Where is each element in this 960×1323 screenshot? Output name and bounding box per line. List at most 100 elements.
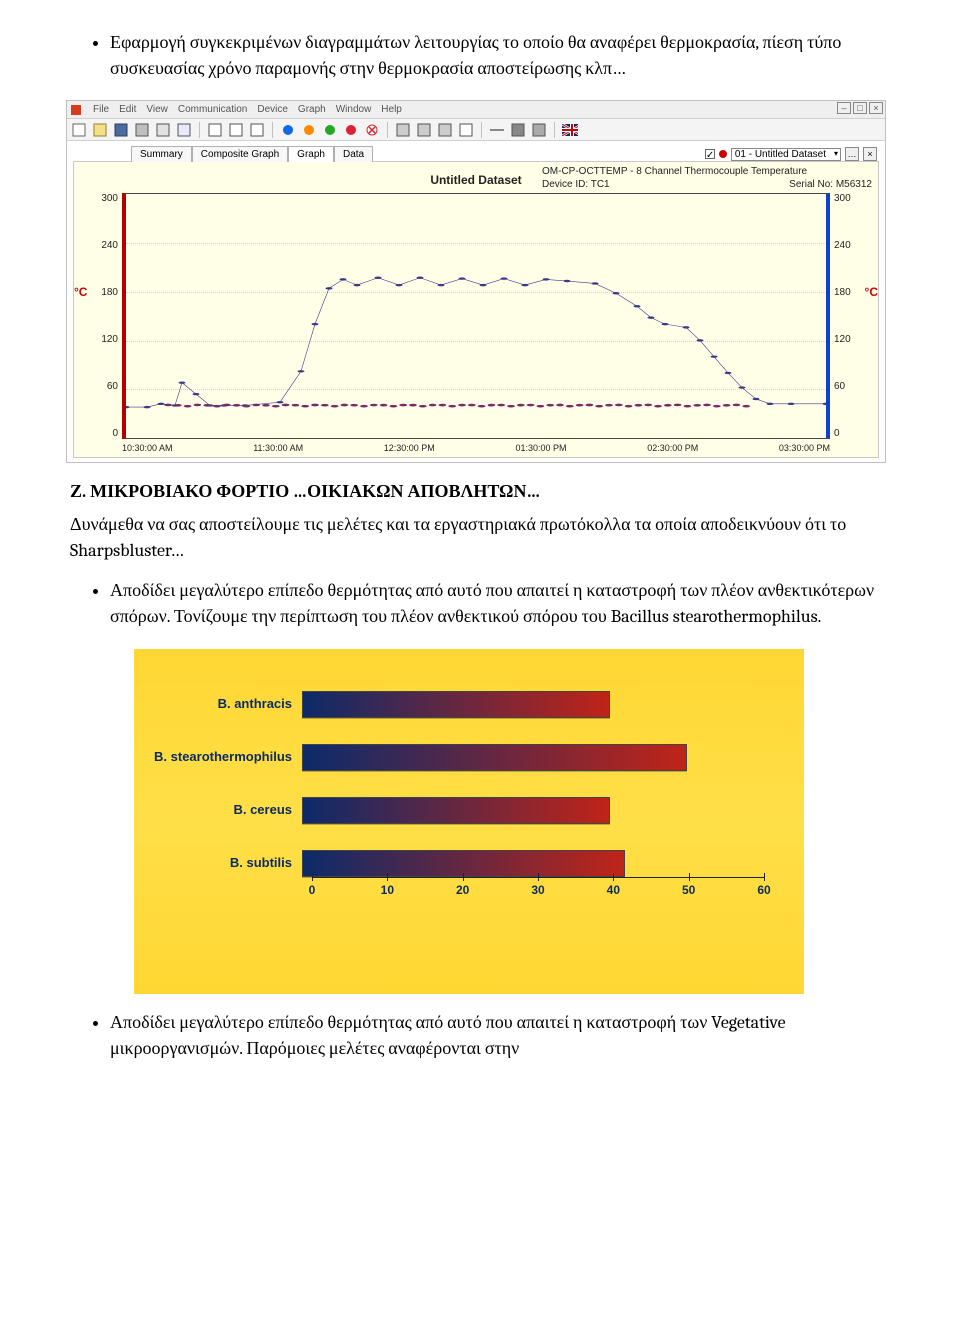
x-tick-label: 10:30:00 AM xyxy=(122,443,173,453)
y-axis-label-left: °C xyxy=(74,285,87,299)
x-tick-label: 40 xyxy=(607,883,620,897)
menu-graph[interactable]: Graph xyxy=(298,104,326,115)
y-tick-label: 240 xyxy=(101,240,118,251)
menu-file[interactable]: File xyxy=(93,104,109,115)
x-tick-label: 12:30:00 PM xyxy=(384,443,435,453)
menubar: File Edit View Communication Device Graph Wind… xyxy=(67,101,885,119)
x-tick-label: 20 xyxy=(456,883,469,897)
dataset-select[interactable]: 01 - Untitled Dataset xyxy=(731,148,841,161)
section-paragraph: Δυνάμεθα να σας αποστείλουμε τις μελέτες… xyxy=(70,512,890,564)
grid3-icon[interactable] xyxy=(437,122,453,138)
main-series-line xyxy=(126,278,826,407)
toolbar-separator xyxy=(554,122,555,138)
bar-row: B. anthracis xyxy=(154,691,764,718)
flag-uk-icon[interactable] xyxy=(562,122,578,138)
minimize-button[interactable]: – xyxy=(837,102,851,114)
dash-icon[interactable] xyxy=(489,122,505,138)
menu-edit[interactable]: Edit xyxy=(119,104,136,115)
y-tick-label: 60 xyxy=(107,381,118,392)
x-tick-label: 60 xyxy=(757,883,770,897)
zoom-reset-icon[interactable] xyxy=(207,122,223,138)
red-stop-icon[interactable] xyxy=(343,122,359,138)
gear-icon[interactable] xyxy=(531,122,547,138)
bar-fill xyxy=(302,797,610,824)
menu-help[interactable]: Help xyxy=(381,104,402,115)
y-tick-label: 240 xyxy=(834,240,851,251)
tab-data[interactable]: Data xyxy=(334,146,373,162)
zoom-in-icon[interactable] xyxy=(228,122,244,138)
bar-row: B. stearothermophilus xyxy=(154,744,764,771)
y-tick-label: 300 xyxy=(101,193,118,204)
find-icon[interactable] xyxy=(155,122,171,138)
bar-fill xyxy=(302,744,687,771)
close-button[interactable]: × xyxy=(869,102,883,114)
top-bullet-list: Εφαρμογή συγκεκριμένων διαγραμμάτων λειτ… xyxy=(70,30,890,82)
tab-composite-graph[interactable]: Composite Graph xyxy=(192,146,288,162)
green-dot-icon[interactable] xyxy=(322,122,338,138)
print-icon[interactable] xyxy=(134,122,150,138)
bar-label: B. subtilis xyxy=(154,856,302,871)
plot-title: Untitled Dataset xyxy=(410,165,542,191)
table-icon[interactable] xyxy=(458,122,474,138)
tab-graph[interactable]: Graph xyxy=(288,146,334,162)
y-tick-label: 300 xyxy=(834,193,851,204)
chart-canvas[interactable] xyxy=(122,193,830,439)
toolbar-separator xyxy=(272,122,273,138)
tab-summary[interactable]: Summary xyxy=(131,146,192,162)
toolbar-separator xyxy=(199,122,200,138)
x-tick xyxy=(387,873,388,881)
x-tick-label: 11:30:00 AM xyxy=(253,443,303,453)
blue-dot-icon[interactable] xyxy=(280,122,296,138)
x-tick xyxy=(764,873,765,881)
meta-device-id: Device ID: TC1 xyxy=(542,178,610,191)
list-item: Εφαρμογή συγκεκριμένων διαγραμμάτων λειτ… xyxy=(110,30,890,82)
maximize-button[interactable]: □ xyxy=(853,102,867,114)
menu-device[interactable]: Device xyxy=(257,104,288,115)
x-tick xyxy=(689,873,690,881)
open-icon[interactable] xyxy=(92,122,108,138)
app-screenshot: File Edit View Communication Device Graph Wind… xyxy=(66,100,886,463)
x-tick-label: 10 xyxy=(381,883,394,897)
app-body: SummaryComposite GraphGraphData ✓ 01 - U… xyxy=(67,141,885,462)
x-tick xyxy=(613,873,614,881)
square-icon[interactable] xyxy=(510,122,526,138)
save-icon[interactable] xyxy=(113,122,129,138)
plot-meta: OM-CP-OCTTEMP - 8 Channel Thermocouple T… xyxy=(542,165,872,191)
grid2-icon[interactable] xyxy=(416,122,432,138)
dataset-color-dot xyxy=(719,150,727,158)
y-tick-label: 120 xyxy=(101,334,118,345)
zoom-out-icon[interactable] xyxy=(249,122,265,138)
bottom-bullet-list: Αποδίδει μεγαλύτερο επίπεδο θερμότητας α… xyxy=(70,1010,890,1062)
tab-strip: SummaryComposite GraphGraphData xyxy=(131,145,373,161)
dataset-checkbox[interactable]: ✓ xyxy=(705,149,715,159)
y-axis-label-right: °C xyxy=(865,285,878,299)
bar-row: B. cereus xyxy=(154,797,764,824)
y-axis-left: °C 300240180120600 xyxy=(80,193,122,439)
x-tick-label: 0 xyxy=(309,883,316,897)
grid1-icon[interactable] xyxy=(395,122,411,138)
dataset-dots-button[interactable]: … xyxy=(845,147,859,161)
dataset-controls: ✓ 01 - Untitled Dataset … × xyxy=(705,147,877,161)
new-icon[interactable] xyxy=(71,122,87,138)
menu-communication[interactable]: Communication xyxy=(178,104,247,115)
mid-bullet-list: Αποδίδει μεγαλύτερο επίπεδο θερμότητας α… xyxy=(70,578,890,630)
menu-window[interactable]: Window xyxy=(336,104,372,115)
bar-fill xyxy=(302,850,625,877)
y-axis-right: °C 300240180120600 xyxy=(830,193,872,439)
meta-device-type: OM-CP-OCTTEMP - 8 Channel Thermocouple T… xyxy=(542,165,872,178)
orange-dot-icon[interactable] xyxy=(301,122,317,138)
bar-row: B. subtilis xyxy=(154,850,764,877)
list-item: Αποδίδει μεγαλύτερο επίπεδο θερμότητας α… xyxy=(110,578,890,630)
x-axis: 10:30:00 AM11:30:00 AM12:30:00 PM01:30:0… xyxy=(74,441,878,457)
menu-view[interactable]: View xyxy=(146,104,168,115)
copy-icon[interactable] xyxy=(176,122,192,138)
red-x-icon[interactable] xyxy=(364,122,380,138)
x-tick xyxy=(463,873,464,881)
app-icon xyxy=(71,105,81,115)
x-tick-label: 02:30:00 PM xyxy=(647,443,698,453)
dataset-close-button[interactable]: × xyxy=(863,147,877,161)
x-tick-label: 30 xyxy=(531,883,544,897)
y-tick-label: 120 xyxy=(834,334,851,345)
plot-area: Untitled Dataset OM-CP-OCTTEMP - 8 Chann… xyxy=(73,161,879,458)
y-tick-label: 180 xyxy=(101,287,118,298)
